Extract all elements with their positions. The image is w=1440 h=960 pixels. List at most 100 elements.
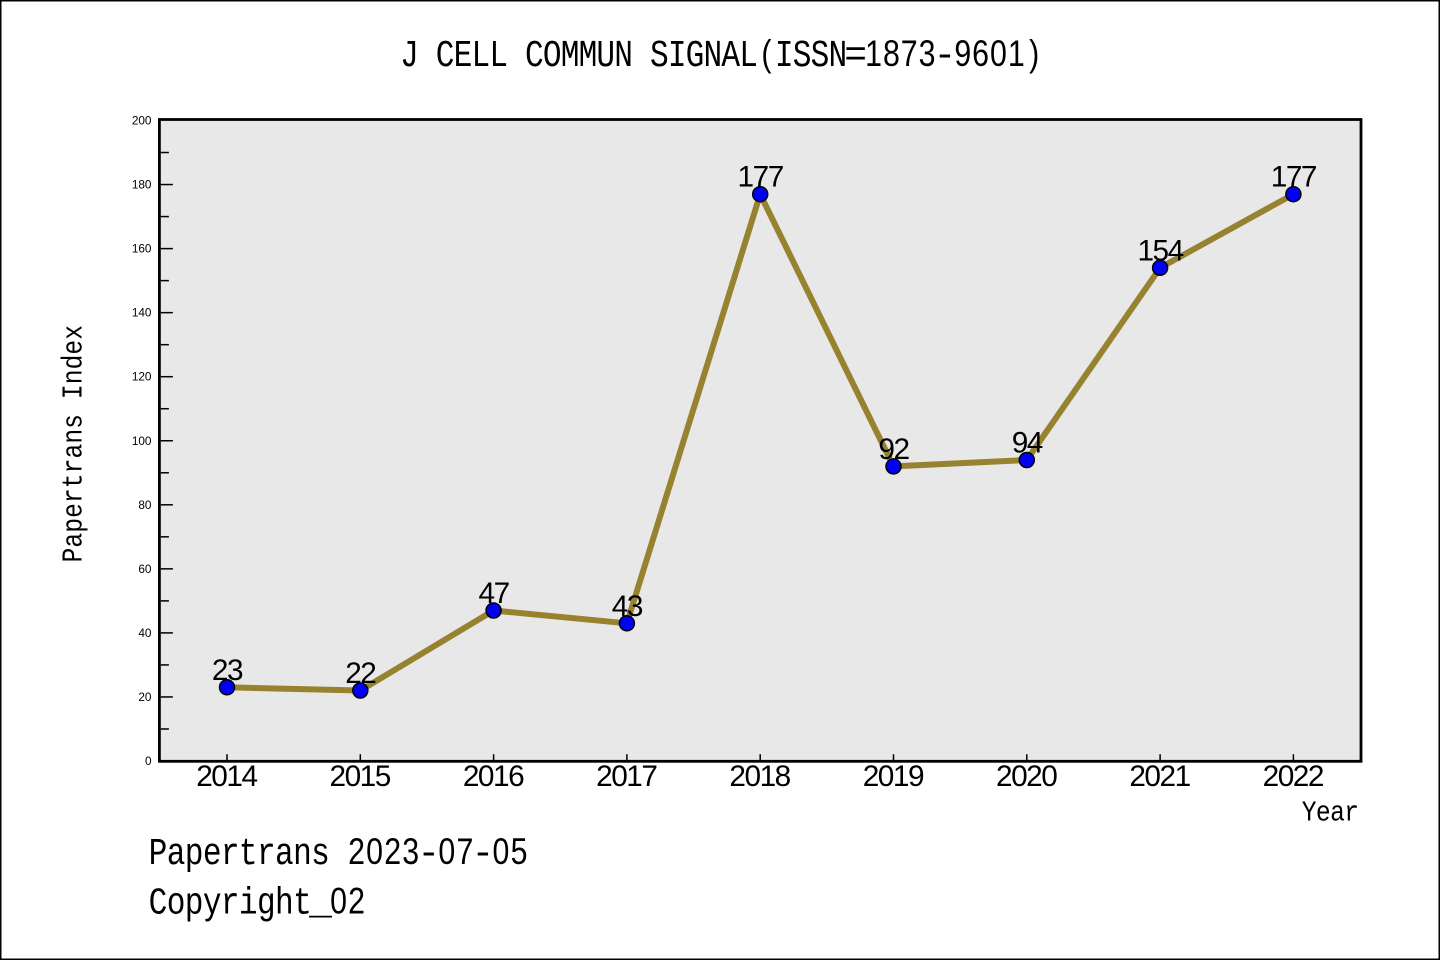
svg-text:2018: 2018 [729,760,790,793]
svg-text:8: 8 [883,33,900,75]
svg-text:i: i [239,883,258,926]
svg-text:3: 3 [919,33,936,75]
svg-text:2017: 2017 [596,760,657,793]
svg-text:9: 9 [954,33,971,75]
svg-text:-: - [934,35,957,78]
svg-text:5: 5 [511,831,528,873]
svg-text:r: r [257,833,276,876]
svg-text:L: L [471,35,490,78]
svg-text:7: 7 [456,831,473,873]
svg-text:2021: 2021 [1129,760,1190,793]
svg-text:a: a [1330,798,1345,830]
svg-text:n: n [59,429,91,444]
svg-text:P: P [59,548,91,563]
svg-text:100: 100 [132,434,152,448]
svg-text:200: 200 [132,114,152,128]
svg-text:e: e [1316,798,1331,830]
svg-text:N: N [704,35,723,78]
svg-text:2022: 2022 [1263,760,1324,793]
svg-text:e: e [203,833,222,876]
svg-text:h: h [275,883,294,926]
svg-text:M: M [579,35,598,78]
svg-text:0: 0 [990,33,1007,75]
svg-text:o: o [167,883,186,926]
svg-text:-: - [417,833,440,876]
svg-text:Y: Y [1302,798,1317,830]
svg-text:M: M [561,35,580,78]
svg-text:r: r [221,833,240,876]
svg-text:S: S [793,35,812,78]
svg-text:n: n [293,833,312,876]
svg-text:80: 80 [138,498,152,512]
svg-text:a: a [275,833,294,876]
svg-text:20: 20 [138,690,152,704]
svg-text:E: E [454,35,473,78]
svg-text:C: C [436,35,455,78]
svg-text:7: 7 [901,33,918,75]
svg-text:3: 3 [402,831,419,873]
svg-text:n: n [59,369,91,384]
svg-text:L: L [489,35,508,78]
svg-text:s: s [59,414,91,429]
svg-text:A: A [721,35,740,78]
svg-text:2015: 2015 [330,760,391,793]
svg-text:I: I [775,35,794,78]
svg-text:0: 0 [493,831,510,873]
svg-text:r: r [59,488,91,503]
svg-text:s: s [311,833,330,876]
svg-text:C: C [149,883,168,926]
svg-text:140: 140 [132,306,152,320]
svg-text:180: 180 [132,178,152,192]
svg-text:2: 2 [348,881,365,923]
svg-text:0: 0 [438,831,455,873]
svg-text:p: p [185,883,204,926]
svg-text:40: 40 [138,626,152,640]
svg-text:t: t [293,883,312,926]
svg-text:y: y [203,883,222,926]
svg-text:x: x [59,325,91,340]
svg-text:I: I [668,35,687,78]
svg-text:0: 0 [330,881,347,923]
svg-text:d: d [59,355,91,370]
svg-text:0: 0 [145,754,152,768]
svg-text:L: L [739,35,758,78]
svg-text:S: S [811,35,830,78]
svg-text:120: 120 [132,370,152,384]
svg-text:O: O [543,35,562,78]
svg-text:I: I [59,384,91,399]
svg-text:_: _ [308,883,332,926]
svg-text:2: 2 [384,831,401,873]
svg-text:P: P [149,833,168,876]
svg-text:N: N [828,35,847,78]
svg-text:U: U [596,35,615,78]
svg-text:N: N [614,35,633,78]
svg-text:e: e [59,503,91,518]
svg-text:t: t [239,833,258,876]
svg-text:C: C [525,35,544,78]
svg-text:r: r [59,459,91,474]
svg-text:1: 1 [865,33,882,75]
svg-text:1: 1 [1008,33,1025,75]
svg-text:2014: 2014 [196,760,257,793]
svg-text:2016: 2016 [463,760,524,793]
svg-text:t: t [59,473,91,488]
svg-text:r: r [221,883,240,926]
svg-text:a: a [59,533,91,548]
svg-text:g: g [257,883,276,926]
svg-text:=: = [844,35,867,78]
svg-text:): ) [1029,33,1039,75]
svg-text:160: 160 [132,242,152,256]
svg-text:0: 0 [366,831,383,873]
svg-text:2020: 2020 [996,760,1057,793]
svg-text:2: 2 [348,831,365,873]
svg-text:60: 60 [138,562,152,576]
svg-text:p: p [59,518,91,533]
svg-text:a: a [167,833,186,876]
svg-text:J: J [400,35,419,78]
svg-text:r: r [1344,798,1359,830]
svg-text:S: S [650,35,669,78]
svg-text:2019: 2019 [863,760,924,793]
svg-text:p: p [185,833,204,876]
svg-text:-: - [472,833,495,876]
svg-text:a: a [59,444,91,459]
